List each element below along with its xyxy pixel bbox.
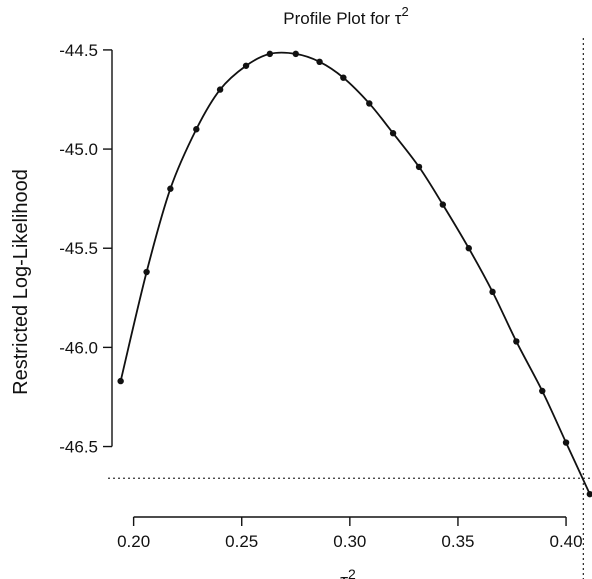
data-point xyxy=(465,245,472,252)
x-tick-label: 0.30 xyxy=(333,532,366,551)
y-tick-label: -46.5 xyxy=(59,438,98,457)
x-axis-label: τ2 xyxy=(340,566,356,579)
data-point xyxy=(586,490,592,498)
data-point xyxy=(366,100,373,107)
data-point xyxy=(316,58,323,66)
x-tick-label: 0.25 xyxy=(225,532,258,551)
x-axis-label-main: τ xyxy=(340,571,348,579)
data-point xyxy=(489,288,496,296)
y-tick-label: -45.0 xyxy=(59,140,98,159)
reference-lines-layer xyxy=(108,38,592,579)
data-point xyxy=(292,50,299,58)
data-point xyxy=(143,268,150,276)
y-tick-label: -45.5 xyxy=(59,239,98,258)
x-tick-label: 0.35 xyxy=(441,532,474,551)
data-point xyxy=(439,201,447,208)
chart-title-superscript: 2 xyxy=(401,4,408,19)
data-point xyxy=(539,387,546,395)
y-tick-label: -44.5 xyxy=(59,41,98,60)
data-point xyxy=(216,86,224,93)
x-tick-label: 0.20 xyxy=(117,532,150,551)
chart-title: Profile Plot for τ2 xyxy=(283,4,408,28)
data-point xyxy=(167,185,174,192)
data-point xyxy=(562,439,570,446)
axes-layer xyxy=(103,49,567,526)
x-tick-label: 0.40 xyxy=(550,532,583,551)
series-layer xyxy=(117,50,592,498)
data-point xyxy=(242,62,250,69)
chart-title-main: Profile Plot for τ xyxy=(283,9,401,28)
data-point xyxy=(266,50,274,58)
series-line xyxy=(119,51,591,495)
y-tick-label: -46.0 xyxy=(59,338,98,357)
text-layer: -44.5 -45.0 -45.5 -46.0 -46.5 0.20 0.25 0.30 0.3… xyxy=(10,4,583,579)
data-point xyxy=(513,338,520,345)
data-point xyxy=(117,377,124,385)
data-point xyxy=(340,74,347,81)
data-point xyxy=(389,130,397,137)
x-axis-label-superscript: 2 xyxy=(348,566,356,579)
y-axis-label: Restricted Log-Likelihood xyxy=(10,169,32,395)
data-point xyxy=(193,126,200,133)
data-point xyxy=(415,163,423,171)
